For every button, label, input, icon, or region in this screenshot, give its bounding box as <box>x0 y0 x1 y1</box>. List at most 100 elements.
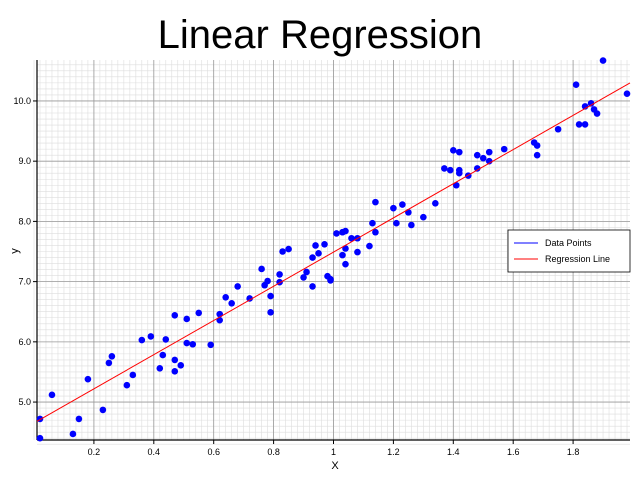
data-point <box>342 245 349 252</box>
data-point <box>554 125 562 133</box>
data-point <box>342 227 349 235</box>
data-point <box>441 165 448 172</box>
data-point <box>312 242 319 249</box>
data-point <box>623 90 631 98</box>
data-point <box>129 371 137 379</box>
data-point <box>587 100 595 107</box>
legend-box <box>507 229 631 273</box>
data-point <box>342 260 349 268</box>
data-point <box>533 151 541 159</box>
data-point <box>195 309 203 317</box>
data-point <box>246 295 253 302</box>
data-point <box>159 351 167 359</box>
data-point <box>432 200 439 207</box>
data-point <box>69 430 77 438</box>
data-point <box>279 248 286 255</box>
chart-title: Linear Regression <box>158 13 483 57</box>
data-point <box>138 336 146 344</box>
data-point <box>572 81 580 88</box>
data-point <box>366 242 373 250</box>
legend-label: Regression Line <box>545 254 610 264</box>
data-point <box>171 368 179 375</box>
y-tick-label: 8.0 <box>18 216 31 226</box>
data-point <box>581 121 589 128</box>
data-point <box>222 293 229 301</box>
data-point <box>84 375 92 383</box>
data-point <box>264 277 271 285</box>
data-point <box>156 365 164 372</box>
data-point <box>533 142 541 149</box>
data-point <box>315 250 322 257</box>
data-point <box>309 254 316 261</box>
data-point <box>339 251 346 259</box>
data-point <box>479 154 487 162</box>
data-point <box>309 283 316 290</box>
y-tick-label: 10.0 <box>13 96 31 106</box>
data-point <box>390 204 397 212</box>
data-point <box>485 148 493 156</box>
data-point <box>473 151 481 159</box>
y-tick-label: 9.0 <box>18 156 31 166</box>
data-point <box>303 268 310 276</box>
data-point <box>108 352 116 360</box>
x-tick-label: 0.4 <box>148 447 161 457</box>
data-point <box>447 166 454 174</box>
data-point <box>258 265 265 273</box>
data-point <box>333 230 340 237</box>
y-tick-label: 7.0 <box>18 277 31 287</box>
y-tick-label: 6.0 <box>18 337 31 347</box>
data-point <box>171 356 179 364</box>
data-point <box>399 201 406 208</box>
data-point <box>369 219 376 227</box>
data-point <box>321 240 328 248</box>
data-point <box>372 228 379 236</box>
x-tick-label: 0.2 <box>88 447 101 457</box>
data-point <box>162 336 170 343</box>
data-point <box>123 381 131 389</box>
x-tick-label: 0.6 <box>207 447 220 457</box>
data-point <box>393 219 400 227</box>
data-point <box>420 213 427 221</box>
data-point <box>405 209 412 216</box>
data-point <box>267 292 274 300</box>
x-tick-label: 1 <box>331 447 336 457</box>
y-tick-label: 5.0 <box>18 397 31 407</box>
data-point <box>500 145 508 153</box>
x-tick-label: 1.6 <box>507 447 520 457</box>
legend-label: Data Points <box>545 238 592 248</box>
data-point <box>183 339 191 347</box>
data-point <box>75 415 83 423</box>
data-point <box>147 333 155 340</box>
data-point <box>285 245 292 253</box>
data-point <box>105 359 113 367</box>
data-point <box>234 283 241 290</box>
data-point <box>408 221 415 229</box>
data-point <box>36 434 44 442</box>
y-axis-label: y <box>9 248 21 254</box>
data-point <box>449 147 457 154</box>
regression-line <box>36 82 631 422</box>
data-point <box>267 309 274 316</box>
x-tick-label: 1.2 <box>387 447 400 457</box>
x-tick-label: 1.8 <box>567 447 580 457</box>
data-point <box>575 121 583 128</box>
data-point <box>183 315 191 323</box>
data-point <box>473 165 481 172</box>
data-point <box>189 340 197 348</box>
data-point <box>455 148 463 156</box>
data-point <box>228 299 235 307</box>
data-point <box>207 341 215 349</box>
data-point <box>599 57 607 64</box>
data-point <box>300 274 307 281</box>
data-point <box>48 391 56 399</box>
x-axis-label: X <box>331 460 339 472</box>
data-point <box>171 312 179 319</box>
data-point <box>327 275 334 283</box>
x-tick-label: 1.4 <box>447 447 460 457</box>
data-point <box>593 110 601 117</box>
x-tick-label: 0.8 <box>267 447 280 457</box>
data-point <box>455 166 463 174</box>
data-point <box>354 248 361 256</box>
data-point <box>452 181 460 189</box>
